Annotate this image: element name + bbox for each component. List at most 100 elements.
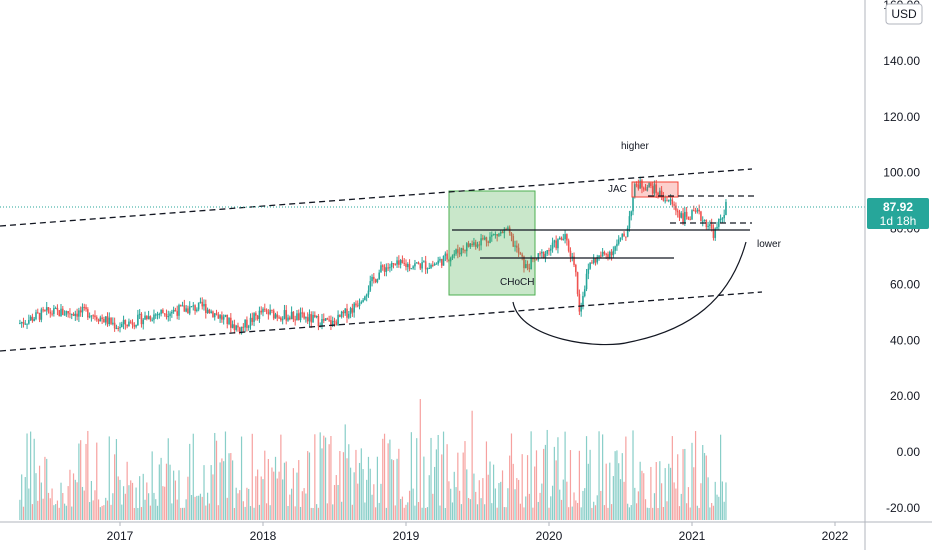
candle-body [381, 265, 384, 267]
candle-body [389, 267, 391, 269]
candle-body [20, 322, 23, 324]
candle-body [58, 310, 61, 317]
volume-bar [675, 488, 677, 520]
volume-bar [480, 498, 482, 520]
volume-bar [26, 433, 28, 520]
volume-bar [24, 477, 26, 520]
currency-box[interactable] [885, 3, 923, 25]
candle-body [623, 233, 625, 237]
volume-bar [375, 507, 377, 520]
candle-body [492, 234, 495, 236]
candle-body [60, 308, 62, 317]
candle-body [546, 250, 549, 254]
candle-body [113, 322, 116, 329]
candle-body [330, 320, 332, 326]
candle-body [179, 305, 182, 307]
price-axis[interactable]: 160.00140.00120.00100.0080.0060.0040.002… [883, 0, 920, 515]
candle-body [548, 250, 550, 252]
volume-bar [412, 488, 414, 520]
volume-bar [646, 507, 648, 520]
volume-bar [253, 507, 255, 520]
candle-body [644, 189, 647, 191]
volume-bar [383, 433, 386, 520]
volume-bar [160, 457, 162, 520]
time-axis[interactable]: 2017 2018 2019 2020 2021 2022 [107, 522, 849, 543]
volume-bar [391, 459, 393, 520]
volume-bar [122, 486, 125, 520]
candle-body [528, 268, 531, 270]
candle-body [322, 318, 325, 321]
volume-bar [557, 437, 559, 520]
candle-body [281, 318, 284, 321]
volume-bar [593, 501, 595, 520]
candle-body [405, 263, 407, 268]
candle-body [290, 311, 293, 320]
volume-bar [80, 440, 82, 520]
volume-bar [650, 466, 652, 520]
volume-bar [135, 487, 137, 520]
candle-body [608, 251, 611, 258]
volume-bar [201, 496, 203, 520]
volume-bar [562, 479, 564, 520]
candle-body [192, 305, 195, 307]
volume-bar [705, 455, 707, 520]
volume-bar [630, 505, 632, 520]
candle-body [242, 326, 245, 328]
candle-body [607, 254, 609, 258]
volume-bar [641, 470, 643, 520]
volume-bar [124, 493, 126, 520]
candle-body [396, 260, 398, 265]
candle-body [355, 303, 357, 306]
volume-bar [185, 499, 187, 520]
volume-bar [97, 499, 100, 520]
volume-bar [639, 461, 641, 520]
candle-body [507, 227, 509, 230]
candle-body [417, 262, 420, 265]
candle-body [619, 237, 622, 240]
candle-body [154, 314, 157, 316]
candle-body [485, 237, 488, 242]
red-zone [631, 181, 679, 198]
candle-body [680, 213, 683, 218]
candle-body [557, 239, 559, 249]
candle-body [240, 326, 243, 334]
candle-body [580, 305, 582, 312]
volume-bar [598, 431, 600, 520]
volume-bar [476, 504, 479, 520]
candle-body [453, 253, 456, 256]
candle-body [346, 308, 348, 318]
volume-bar [278, 471, 280, 520]
candle-body [692, 210, 695, 212]
candle-body [104, 316, 107, 323]
y-tick-label: 60.00 [890, 277, 920, 291]
candle-body [31, 316, 34, 321]
volume-bar [575, 500, 577, 520]
volume-bar [678, 506, 681, 520]
candle-body [700, 211, 702, 221]
volume-bar [99, 507, 101, 520]
candle-body [578, 293, 581, 312]
volume-bar [94, 490, 96, 520]
candle-body [253, 313, 255, 322]
volume-bar [173, 470, 175, 520]
candle-body [255, 313, 257, 316]
volume-bar [437, 435, 439, 520]
volume-bar [637, 491, 639, 520]
candle-body [512, 236, 515, 247]
candle-body [83, 306, 86, 308]
volume-bar [156, 505, 159, 520]
volume-bar [718, 496, 720, 520]
candle-body [576, 272, 579, 294]
candle-body [474, 242, 477, 247]
candle-body [296, 313, 298, 321]
volume-bar [121, 504, 123, 520]
volume-bar [652, 507, 654, 520]
candle-body [226, 314, 229, 324]
candle-body [667, 200, 670, 202]
candle-body [47, 307, 50, 312]
candle-body [287, 317, 289, 321]
volume-bar [215, 440, 218, 520]
candle-body [376, 279, 379, 283]
candle-body [684, 211, 686, 223]
